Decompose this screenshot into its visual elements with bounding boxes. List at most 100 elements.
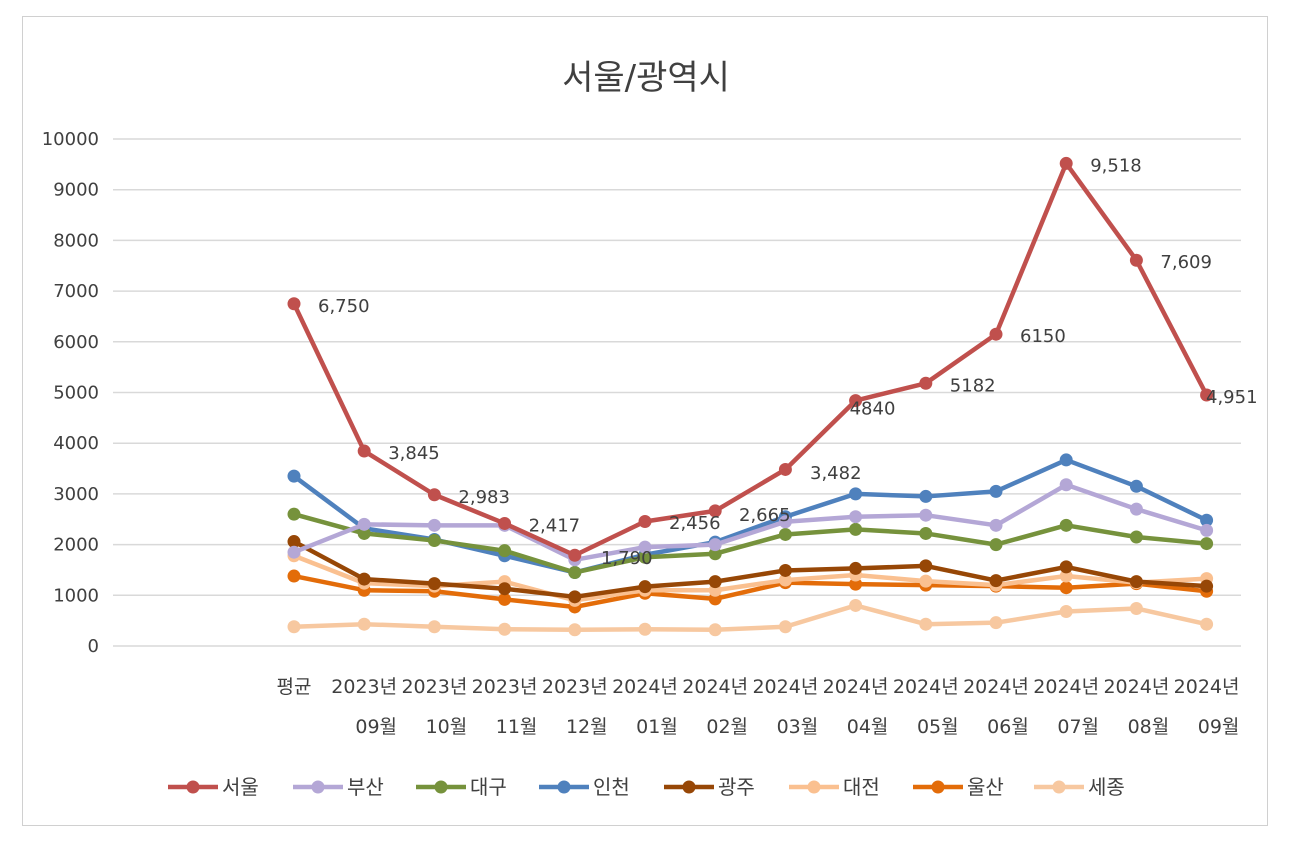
- data-point: [287, 469, 301, 483]
- legend-item-대전[interactable]: 대전: [789, 775, 880, 799]
- x-tick-label: 2024년: [963, 676, 1029, 698]
- legend-item-광주[interactable]: 광주: [664, 775, 755, 799]
- data-point: [849, 577, 863, 591]
- legend-marker: [557, 780, 571, 794]
- x-tick-label-month: 11월: [496, 716, 538, 738]
- x-tick-label-month: 02월: [706, 716, 748, 738]
- x-tick-label-month: 12월: [566, 716, 608, 738]
- y-tick-label: 0: [88, 636, 99, 657]
- x-tick-label: 2023년: [472, 676, 538, 698]
- legend-label: 세종: [1088, 775, 1125, 799]
- series-line: [291, 161, 1209, 558]
- legend-item-세종[interactable]: 세종: [1034, 775, 1125, 799]
- y-tick-label: 8000: [53, 230, 99, 251]
- data-point: [498, 622, 512, 636]
- data-point: [568, 623, 582, 637]
- x-tick-label: 2023년: [542, 676, 608, 698]
- data-point: [357, 572, 371, 586]
- legend-item-서울[interactable]: 서울: [168, 775, 259, 799]
- y-tick-label: 1000: [53, 585, 99, 606]
- data-point: [849, 522, 863, 536]
- data-point: [989, 518, 1003, 532]
- data-point: [287, 535, 301, 549]
- data-point: [708, 575, 722, 589]
- data-point: [778, 620, 792, 634]
- legend-marker: [807, 780, 821, 794]
- data-point: [1200, 537, 1214, 551]
- legend-item-울산[interactable]: 울산: [913, 775, 1004, 799]
- legend-marker: [1052, 780, 1066, 794]
- data-point: [849, 394, 863, 408]
- data-point: [989, 538, 1003, 552]
- data-point: [638, 580, 652, 594]
- x-tick-label-month: 08월: [1128, 716, 1170, 738]
- series-line: [292, 539, 1207, 600]
- data-point: [498, 582, 512, 596]
- data-point: [568, 590, 582, 604]
- x-tick-label: 2023년: [331, 676, 397, 698]
- series-대구: [287, 507, 1214, 579]
- series-line: [293, 573, 1207, 610]
- data-point: [287, 297, 301, 311]
- data-point: [919, 526, 933, 540]
- data-point: [778, 462, 792, 476]
- data-label: 3,482: [810, 463, 862, 484]
- data-point: [427, 534, 441, 548]
- x-axis-ticks: 평균 2023년09월2023년10월2023년11월2023년12월2024년0…: [277, 676, 1240, 738]
- data-label: 7,609: [1160, 252, 1212, 273]
- data-point: [1200, 579, 1214, 593]
- legend-label: 대구: [470, 775, 507, 799]
- data-point: [989, 616, 1003, 630]
- legend-marker: [931, 780, 945, 794]
- data-point: [357, 617, 371, 631]
- data-labels: 6,750 3,845 2,983 2,417 1,790 2,456 2,665 3,482…: [318, 155, 1258, 569]
- data-point: [919, 574, 933, 588]
- y-tick-label: 4000: [53, 433, 99, 454]
- data-point: [849, 510, 863, 524]
- data-point: [498, 516, 512, 530]
- data-label: 5182: [950, 375, 996, 396]
- data-point: [708, 623, 722, 637]
- legend-item-대구[interactable]: 대구: [416, 775, 507, 799]
- y-tick-label: 5000: [53, 383, 99, 404]
- legend-item-인천[interactable]: 인천: [539, 775, 630, 799]
- line-chart: 서울/광역시 0 1000 2000 3000 4000 5000 6000 7000 8000…: [42, 58, 1258, 799]
- y-tick-label: 6000: [53, 332, 99, 353]
- data-point: [568, 565, 582, 579]
- legend-marker: [311, 780, 325, 794]
- data-label: 6150: [1020, 326, 1066, 347]
- data-point: [708, 547, 722, 561]
- x-tick-label-month: 07월: [1057, 716, 1099, 738]
- data-point: [1129, 502, 1143, 516]
- data-label: 3,845: [388, 443, 440, 464]
- series-광주: [287, 535, 1214, 604]
- data-point: [1059, 569, 1073, 583]
- series-lines: [287, 156, 1214, 637]
- y-tick-label: 9000: [53, 180, 99, 201]
- legend-label: 광주: [718, 775, 755, 799]
- data-point: [568, 548, 582, 562]
- legend-label: 인천: [593, 775, 630, 799]
- y-tick-label: 7000: [53, 281, 99, 302]
- data-point: [989, 327, 1003, 341]
- data-point: [1059, 156, 1073, 170]
- data-point: [638, 550, 652, 564]
- y-tick-label: 2000: [53, 535, 99, 556]
- data-point: [1129, 530, 1143, 544]
- data-label: 2,417: [529, 515, 581, 536]
- legend-item-부산[interactable]: 부산: [293, 775, 384, 799]
- legend: 서울 부산 대구 인천 광주 대전 울산 세종: [168, 775, 1125, 799]
- data-point: [1200, 617, 1214, 631]
- data-point: [1059, 453, 1073, 467]
- y-axis-ticks: 0 1000 2000 3000 4000 5000 6000 7000 8000 9000 100…: [42, 129, 99, 657]
- y-tick-label: 10000: [42, 129, 99, 150]
- data-point: [1200, 523, 1214, 537]
- data-point: [1200, 388, 1214, 402]
- data-point: [427, 577, 441, 591]
- series-세종: [287, 598, 1214, 637]
- legend-label: 울산: [967, 775, 1004, 799]
- data-point: [919, 489, 933, 503]
- x-tick-label: 2024년: [1033, 676, 1099, 698]
- x-tick-label: 2024년: [1103, 676, 1169, 698]
- data-point: [989, 574, 1003, 588]
